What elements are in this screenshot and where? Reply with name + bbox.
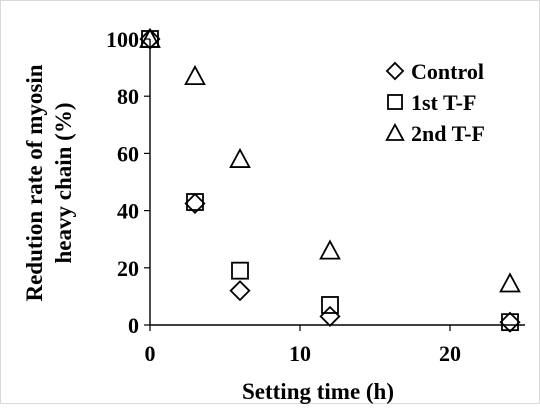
triangle-point-2nd-t-f (499, 272, 521, 293)
y-axis-label-line-2: heavy chain (%) (51, 103, 76, 264)
y-tick-label: 60 (117, 141, 139, 166)
square-point-1st-t-f (501, 313, 519, 332)
x-tick-label: 10 (289, 341, 311, 366)
data-points (139, 27, 521, 333)
y-tick-label: 40 (117, 199, 139, 224)
legend-label: 2nd T-F (411, 121, 485, 146)
x-ticks: 0 10 20 (145, 325, 461, 366)
y-tick-label: 20 (117, 256, 139, 281)
diamond-point-control (139, 28, 161, 50)
triangle-point-2nd-t-f (319, 239, 341, 260)
x-axis-label: Setting time (h) (242, 379, 394, 404)
diamond-point-control (184, 192, 206, 215)
legend-marker-triangle (385, 122, 405, 141)
y-tick-label: 0 (128, 313, 139, 338)
square-point-1st-t-f (321, 296, 339, 314)
x-tick-label: 20 (439, 341, 461, 366)
square-point-1st-t-f (186, 193, 204, 211)
legend: Control 1st T-F 2nd T-F (385, 59, 485, 146)
triangle-point-2nd-t-f (139, 27, 161, 48)
y-tick-label: 100 (106, 27, 139, 52)
legend-label: Control (411, 59, 484, 84)
x-tick-label: 0 (145, 341, 156, 366)
legend-label: 1st T-F (411, 90, 476, 115)
legend-marker-square (387, 94, 403, 110)
triangle-point-2nd-t-f (184, 64, 206, 86)
legend-marker-diamond (385, 61, 405, 81)
square-point-1st-t-f (231, 261, 249, 280)
diamond-point-control (229, 280, 251, 302)
diamond-point-control (319, 305, 341, 327)
y-ticks: 0 20 40 60 80 100 (106, 27, 150, 338)
triangle-point-2nd-t-f (229, 147, 251, 168)
diamond-point-control (499, 311, 521, 333)
y-tick-label: 80 (117, 84, 139, 109)
y-axis-label-line-1: Redution rate of myosin (22, 64, 47, 301)
